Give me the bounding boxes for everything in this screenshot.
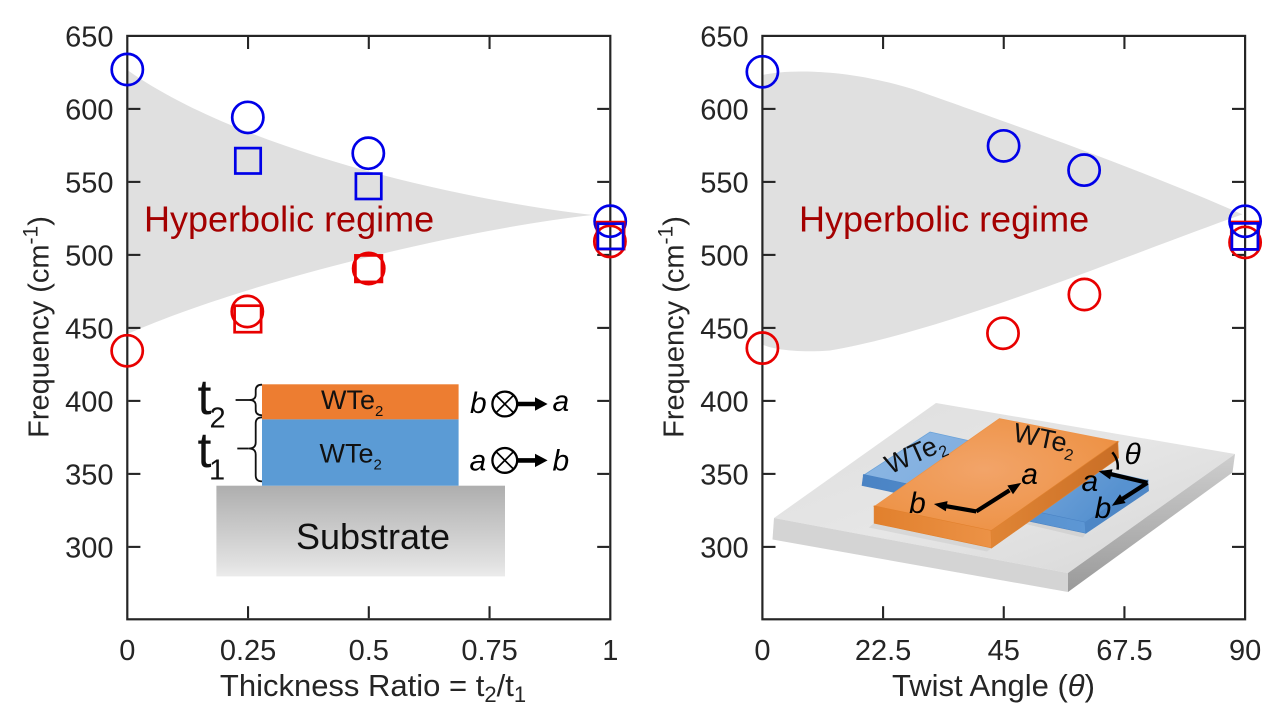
svg-text:Thickness Ratio = t2/t1: Thickness Ratio = t2/t1 xyxy=(220,668,526,707)
svg-text:450: 450 xyxy=(65,313,113,345)
svg-text:a: a xyxy=(1021,458,1038,491)
svg-text:0.25: 0.25 xyxy=(220,635,276,667)
svg-text:600: 600 xyxy=(65,94,113,126)
svg-text:WTe2: WTe2 xyxy=(321,385,383,420)
svg-text:b: b xyxy=(553,445,570,478)
svg-text:650: 650 xyxy=(65,21,113,53)
svg-text:b: b xyxy=(909,487,926,520)
svg-text:θ: θ xyxy=(1124,438,1141,471)
svg-text:t: t xyxy=(198,422,212,478)
svg-text:400: 400 xyxy=(700,386,748,418)
svg-text:45: 45 xyxy=(988,635,1020,667)
svg-text:b: b xyxy=(470,387,487,420)
svg-text:1: 1 xyxy=(209,455,225,487)
svg-text:350: 350 xyxy=(65,459,113,491)
svg-text:a: a xyxy=(553,385,570,418)
svg-text:300: 300 xyxy=(65,532,113,564)
svg-text:550: 550 xyxy=(65,167,113,199)
svg-text:0.75: 0.75 xyxy=(461,635,517,667)
svg-text:600: 600 xyxy=(700,94,748,126)
svg-text:1: 1 xyxy=(602,635,618,667)
svg-text:500: 500 xyxy=(65,240,113,272)
svg-text:500: 500 xyxy=(700,240,748,272)
svg-text:2: 2 xyxy=(210,402,226,434)
svg-text:650: 650 xyxy=(700,21,748,53)
svg-text:550: 550 xyxy=(700,167,748,199)
svg-text:400: 400 xyxy=(65,386,113,418)
svg-text:0: 0 xyxy=(754,635,770,667)
svg-text:Substrate: Substrate xyxy=(296,516,450,557)
svg-text:22.5: 22.5 xyxy=(855,635,911,667)
svg-text:450: 450 xyxy=(700,313,748,345)
svg-text:Frequency (cm-1): Frequency (cm-1) xyxy=(654,216,690,438)
svg-text:a: a xyxy=(470,445,487,478)
svg-text:67.5: 67.5 xyxy=(1096,635,1152,667)
svg-text:t: t xyxy=(198,369,212,425)
svg-text:WTe2: WTe2 xyxy=(320,439,382,474)
svg-text:Hyperbolic regime: Hyperbolic regime xyxy=(144,199,434,240)
svg-text:350: 350 xyxy=(700,459,748,491)
svg-text:Frequency (cm-1): Frequency (cm-1) xyxy=(19,216,55,438)
svg-text:0.5: 0.5 xyxy=(349,635,389,667)
svg-text:0: 0 xyxy=(119,635,135,667)
svg-text:b: b xyxy=(1095,492,1112,525)
svg-text:90: 90 xyxy=(1229,635,1261,667)
svg-text:a: a xyxy=(1081,465,1098,498)
svg-text:Twist Angle (θ): Twist Angle (θ) xyxy=(892,668,1095,703)
svg-text:Hyperbolic regime: Hyperbolic regime xyxy=(799,199,1089,240)
svg-text:300: 300 xyxy=(700,532,748,564)
